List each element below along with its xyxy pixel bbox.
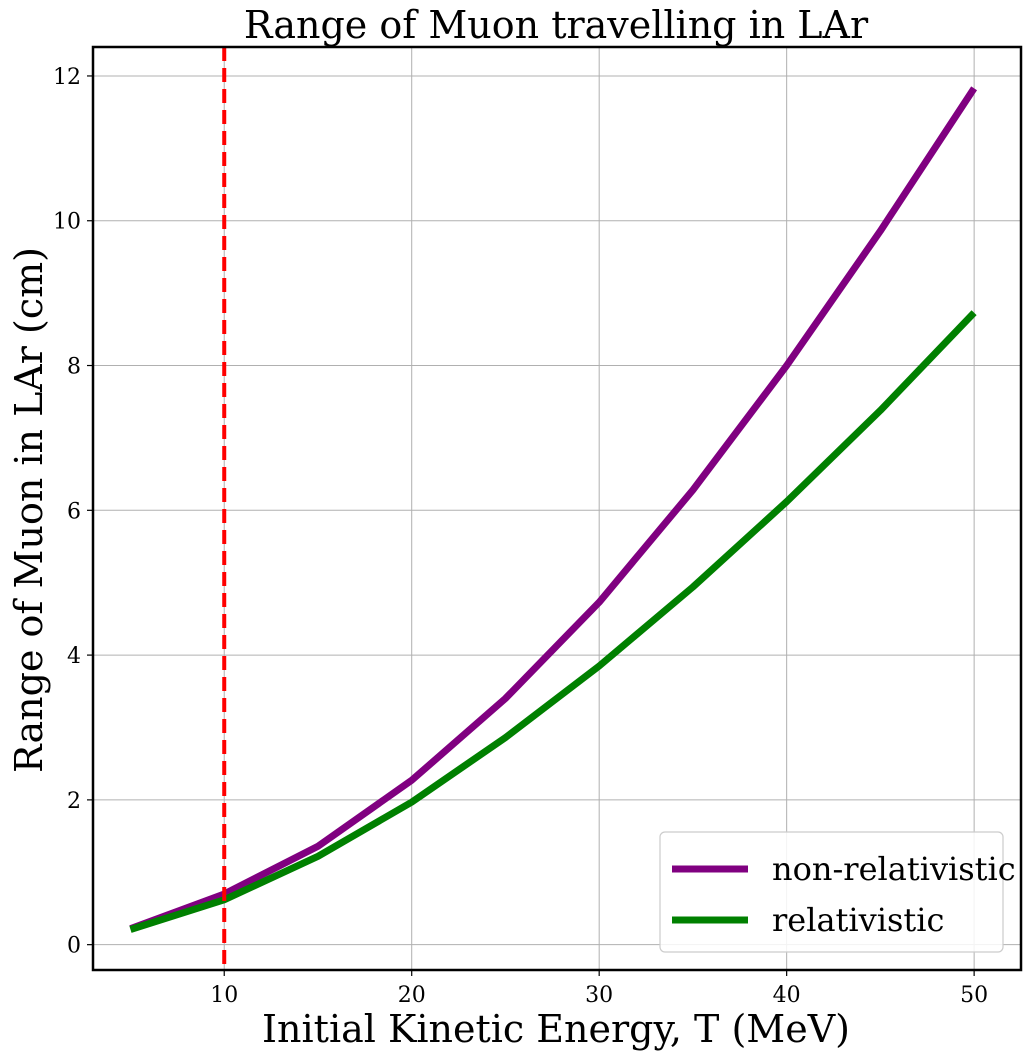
x-tick-label: 50 [960,983,988,1008]
y-axis-label: Range of Muon in LAr (cm) [7,247,51,773]
series-line-relativistic [129,310,977,933]
legend-label: relativistic [772,901,944,939]
y-tick-label: 10 [53,210,81,235]
legend: non-relativistic relativistic [659,831,1016,953]
y-tick-label: 4 [67,644,81,669]
y-tick-label: 2 [67,789,81,814]
ticks: 10 20 30 40 50 0 2 4 6 8 10 12 [53,65,988,1008]
legend-label: non-relativistic [772,850,1016,888]
series-line-non-relativistic [129,86,978,932]
series-lines [129,86,978,933]
chart-title: Range of Muon travelling in LAr [244,3,869,47]
grid [93,47,1021,970]
plot-frame [91,45,1023,972]
x-axis-label: Initial Kinetic Energy, T (MeV) [262,1007,850,1051]
x-tick-label: 30 [585,983,613,1008]
x-tick-label: 20 [398,983,426,1008]
y-tick-label: 6 [67,499,81,524]
y-tick-label: 0 [67,934,81,959]
y-tick-label: 8 [67,355,81,380]
x-tick-label: 10 [210,983,238,1008]
x-tick-label: 40 [773,983,801,1008]
y-tick-label: 12 [53,65,81,90]
